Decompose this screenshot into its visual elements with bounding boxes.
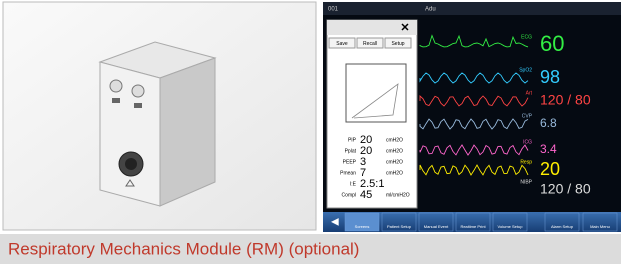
param-label: PIP — [348, 137, 357, 143]
channel-value: 120 / 80 — [540, 181, 591, 197]
bed-number: 001 — [328, 7, 339, 13]
channel-value: 20 — [540, 159, 560, 179]
channel-value: 98 — [540, 67, 560, 87]
toolbar-label: Main Menu — [590, 224, 610, 229]
param-value: 45 — [360, 189, 372, 201]
toolbar-label: Screens — [355, 224, 370, 229]
dialog-button-label: Save — [336, 41, 348, 47]
param-unit: cmH2O — [386, 148, 403, 154]
caption: Respiratory Mechanics Module (RM) (optio… — [8, 239, 359, 258]
channel-label: ECG — [521, 34, 532, 40]
toolbar-label: Patient Setup — [387, 224, 412, 229]
channel-label: Art — [526, 90, 533, 96]
param-unit: cmH2O — [386, 137, 403, 143]
param-label: PEEP — [343, 159, 357, 165]
channel-value: 120 / 80 — [540, 92, 591, 108]
toolbar-label: Realtime Print — [460, 224, 486, 229]
channel-label: Resp — [520, 159, 532, 165]
toolbar-label: Volume Setup — [498, 224, 524, 229]
param-unit: cmH2O — [386, 159, 403, 165]
param-label: I:E — [350, 181, 357, 187]
channel-label: ICG — [523, 139, 532, 145]
dialog-button-label: Setup — [391, 41, 404, 47]
param-label: Compl — [342, 192, 356, 198]
page: 001 Adu ✕ ◀ Respiratory Mechanics Module… — [0, 0, 621, 264]
channel-value: 3.4 — [540, 142, 557, 156]
param-unit: cmH2O — [386, 170, 403, 176]
brochure-panel: 001 Adu ✕ ◀ Respiratory Mechanics Module… — [0, 0, 621, 264]
toolbar-left-arrow[interactable]: ◀ — [331, 217, 339, 228]
close-icon[interactable]: ✕ — [400, 22, 409, 34]
channel-value: 60 — [540, 31, 564, 56]
param-label: Pmean — [340, 170, 356, 176]
dialog-button-label: Recall — [363, 41, 377, 47]
toolbar-label: Alarm Setup — [551, 224, 574, 229]
monitor-header — [323, 2, 621, 15]
param-unit: ml/cmH2O — [386, 192, 410, 198]
toolbar-label: Manual Event — [424, 224, 449, 229]
channel-label: NIBP — [520, 179, 532, 185]
param-label: Pplat — [345, 148, 357, 154]
channel-label: CVP — [522, 113, 533, 119]
module-device — [100, 42, 215, 206]
channel-value: 6.8 — [540, 116, 557, 130]
channel-label: SpO2 — [519, 67, 532, 73]
patient-type: Adu — [425, 7, 436, 13]
